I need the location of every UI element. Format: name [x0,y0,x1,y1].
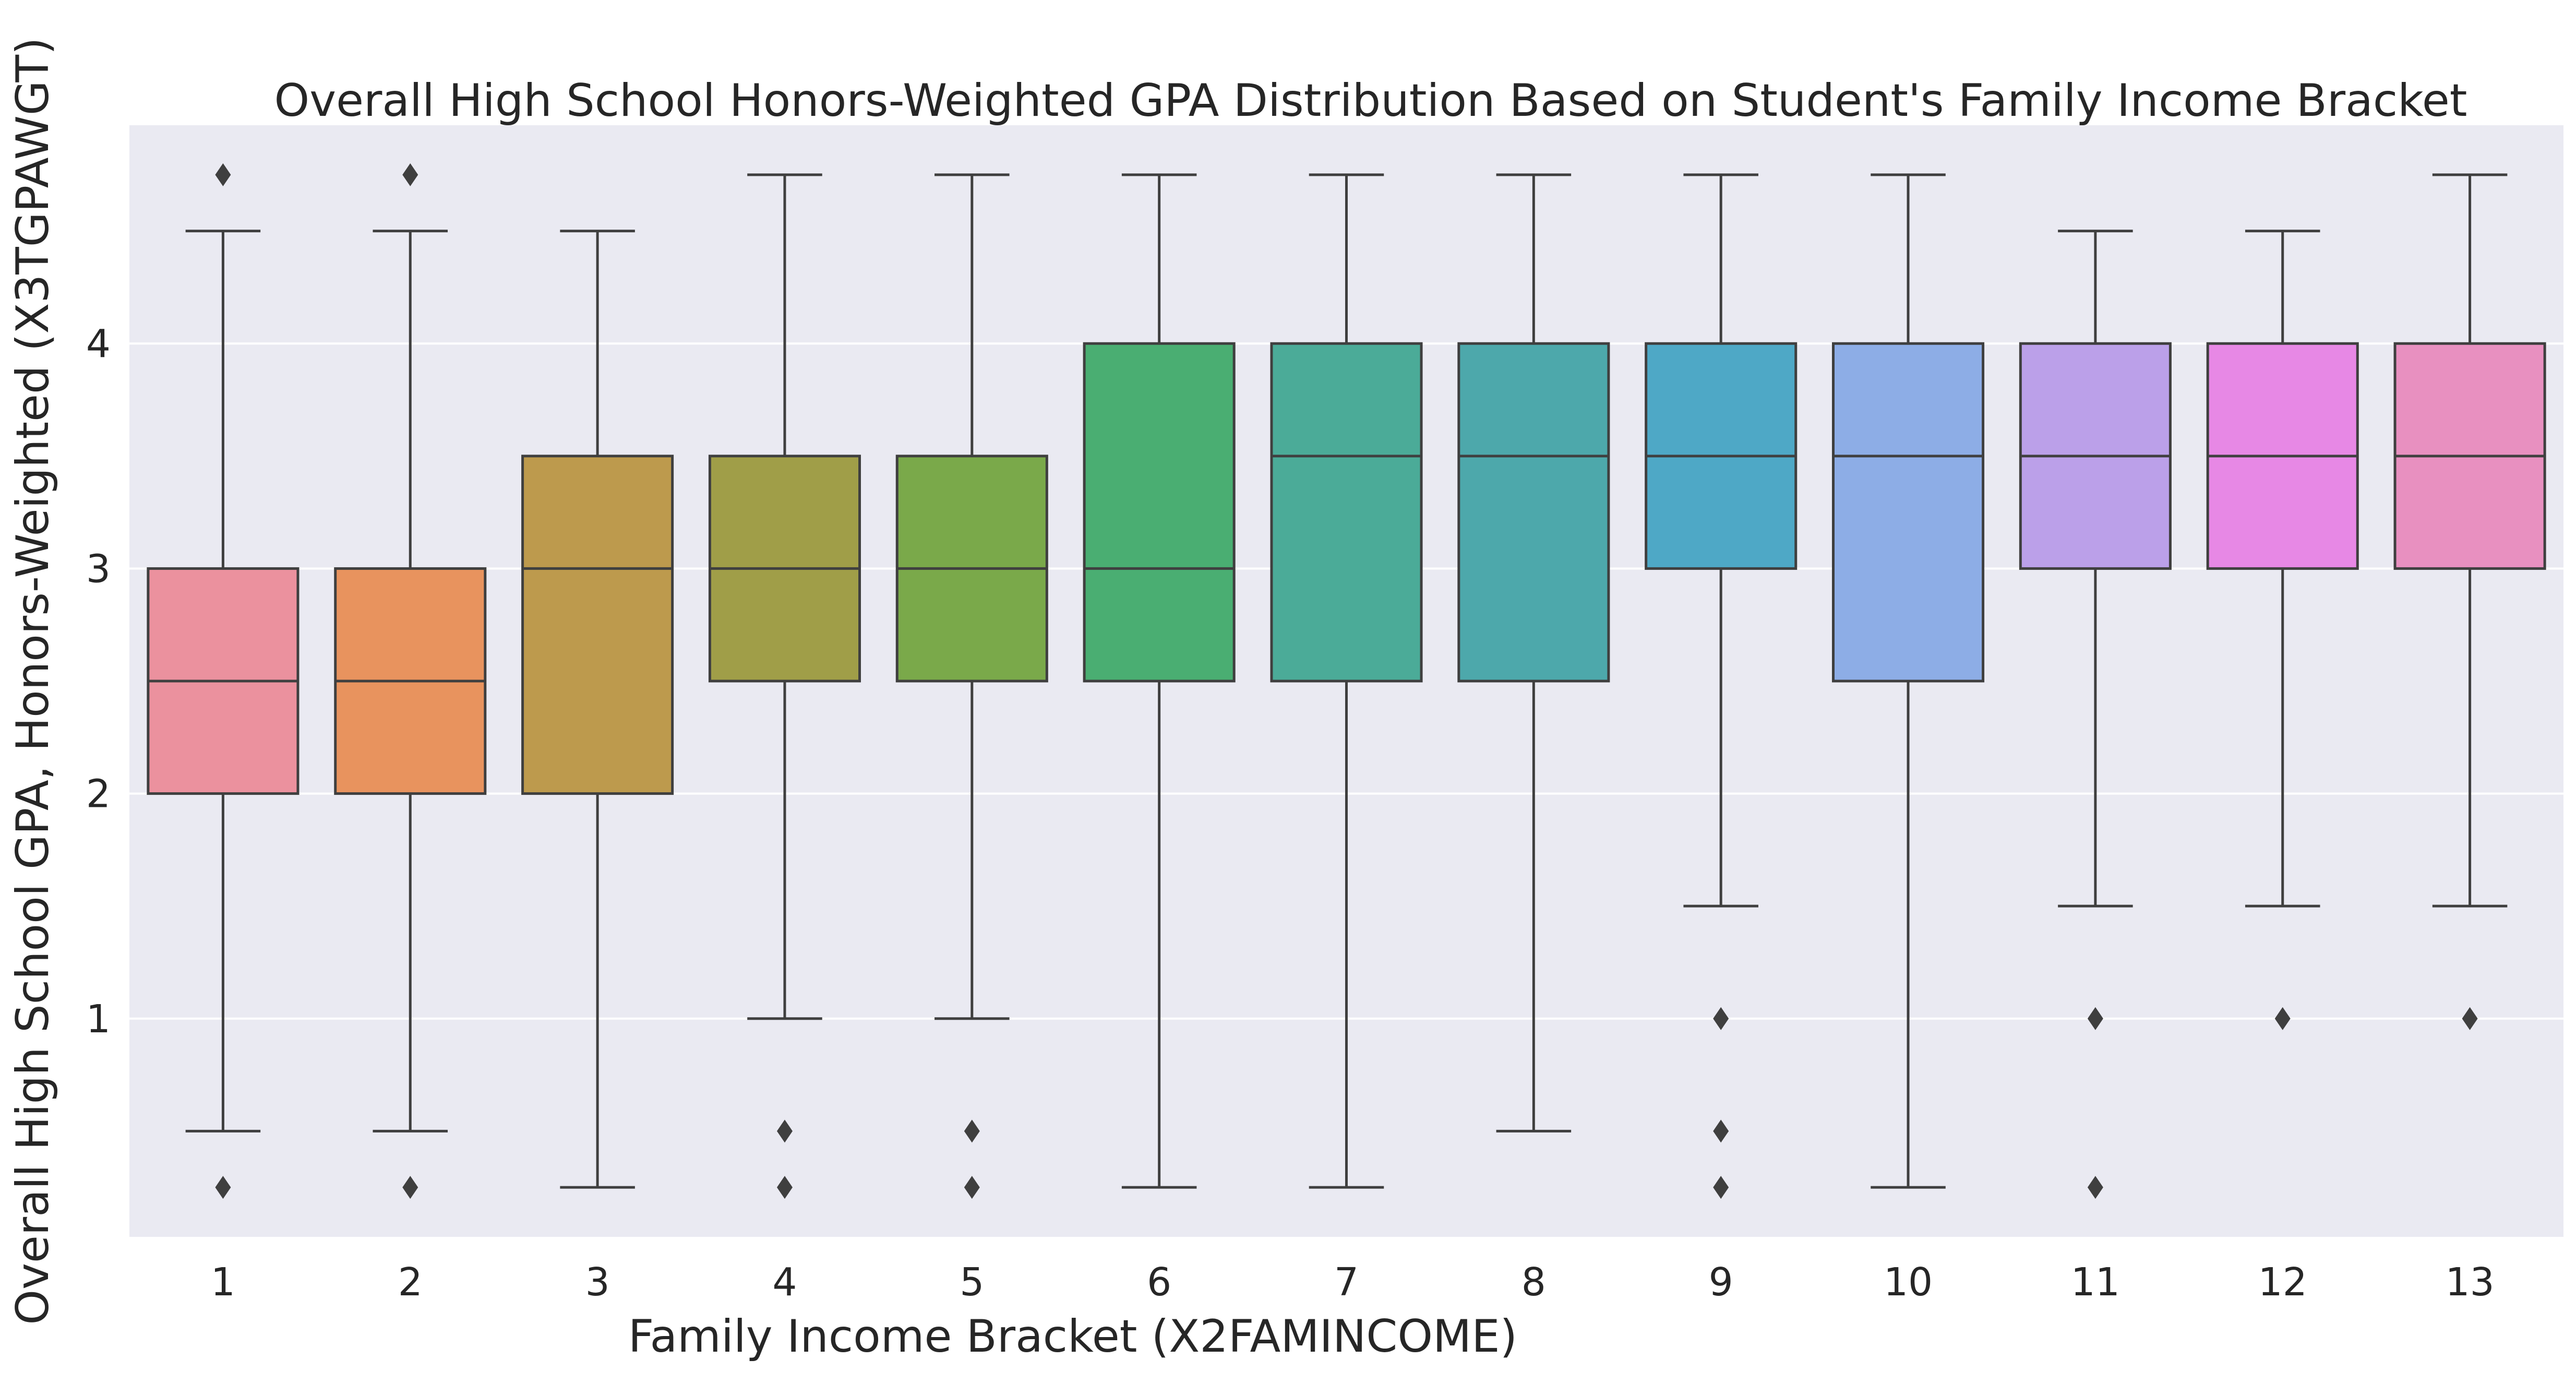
boxes [147,163,2546,1199]
box-group-12 [2206,230,2359,1030]
x-tick-labels: 1 2 3 4 5 6 7 8 9 10 11 12 13 [211,1260,2495,1305]
outlier-point [2087,1007,2103,1030]
x-tick-label: 6 [1147,1260,1171,1305]
x-tick-label: 4 [772,1260,797,1305]
x-tick-label: 10 [1884,1260,1933,1305]
box-iqr [1270,342,1423,683]
x-tick-label: 13 [2445,1260,2494,1305]
box-group-10 [1832,173,1985,1189]
y-tick-label: 1 [86,997,111,1042]
x-axis-label: Family Income Bracket (X2FAMINCOME) [628,1310,1517,1363]
x-tick-label: 1 [211,1260,235,1305]
outlier-point [776,1176,793,1199]
box-group-4 [708,173,861,1199]
outlier-point [964,1119,980,1143]
box-iqr [1457,342,1610,683]
y-tick-label: 4 [86,321,111,366]
box-iqr [1083,342,1236,683]
outlier-point [2462,1007,2478,1030]
x-tick-label: 8 [1521,1260,1546,1305]
box-group-13 [2393,173,2546,1030]
x-tick-label: 11 [2071,1260,2120,1305]
outlier-point [776,1119,793,1143]
box-group-3 [521,230,674,1189]
x-tick-label: 7 [1334,1260,1359,1305]
box-group-8 [1457,173,1610,1132]
x-tick-label: 12 [2258,1260,2307,1305]
outlier-point [215,1176,231,1199]
outlier-point [1713,1007,1729,1030]
chart-title: Overall High School Honors-Weighted GPA … [274,75,2467,127]
box-group-6 [1083,173,1236,1189]
box-iqr [521,455,674,795]
x-tick-label: 2 [398,1260,423,1305]
y-axis-label: Overall High School GPA, Honors-Weighted… [7,37,59,1325]
box-group-2 [334,163,487,1199]
box-group-7 [1270,173,1423,1189]
box-group-1 [147,163,299,1199]
outlier-point [215,163,231,186]
y-tick-labels: 1 2 3 4 [86,321,111,1042]
outlier-point [964,1176,980,1199]
y-tick-label: 3 [86,546,111,591]
box-group-11 [2019,230,2172,1199]
box-iqr [1832,342,1985,683]
outlier-point [1713,1119,1729,1143]
outlier-point [1713,1176,1729,1199]
x-tick-label: 3 [585,1260,610,1305]
outlier-point [402,163,418,186]
outlier-point [2274,1007,2291,1030]
x-tick-label: 9 [1709,1260,1733,1305]
outlier-point [402,1176,418,1199]
x-tick-label: 5 [960,1260,984,1305]
outlier-point [2087,1176,2103,1199]
box-group-9 [1645,173,1798,1199]
box-group-5 [895,173,1048,1199]
y-tick-label: 2 [86,772,111,817]
